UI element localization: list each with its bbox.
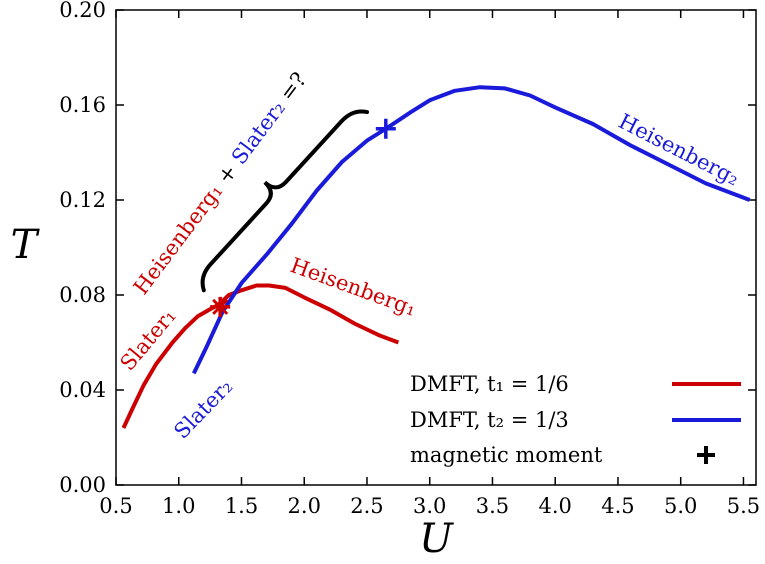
y-tick-label: 0.20 [59,0,106,22]
marker-layer [210,118,396,317]
x-tick-label: 3.5 [476,494,509,518]
y-axis-title: T [11,222,41,268]
x-tick-label: 1.0 [162,494,195,518]
x-tick-label: 2.5 [350,494,383,518]
curly-brace [200,109,369,293]
slater2-label: Slater₂ [169,374,237,443]
legend: DMFT, t₁ = 1/6 DMFT, t₂ = 1/3 magnetic mom… [410,372,741,467]
legend-label-1: DMFT, t₁ = 1/6 [410,372,569,396]
y-tick-label: 0.00 [59,473,106,497]
x-tick-label: 3.0 [413,494,446,518]
heisenberg2-label: Heisenberg₂ [615,109,743,190]
x-tick-label: 5.0 [664,494,697,518]
y-tick-label: 0.16 [59,93,106,117]
series-layer [121,85,751,429]
legend-label-3: magnetic moment [410,443,603,467]
x-tick-label: 4.0 [539,494,572,518]
x-axis: 0.5 1.0 1.5 2.0 2.5 3.0 3.5 4.0 4.5 5.0 5.5 [99,10,760,518]
legend-swatch-plus [697,446,715,464]
x-tick-label: 1.5 [225,494,258,518]
x-tick-label: 2.0 [288,494,321,518]
heisenberg1-label: Heisenberg₁ [287,253,419,321]
magnetic-moment-marker [210,296,231,317]
legend-label-2: DMFT, t₂ = 1/3 [410,408,569,432]
plot-border [115,9,757,486]
y-axis: 0.00 0.04 0.08 0.12 0.16 0.20 [59,0,756,497]
series-line-2 [191,85,751,375]
combo-slater2: Slater₂ [227,96,290,169]
x-tick-label: 0.5 [99,494,132,518]
combo-heisenberg1: Heisenberg₁ [129,179,228,299]
slater1-label: Slater₁ [115,304,180,375]
y-tick-label: 0.04 [59,378,106,402]
x-tick-label: 4.5 [601,494,634,518]
x-axis-title: U [419,516,454,562]
x-tick-label: 5.5 [727,494,760,518]
y-tick-label: 0.12 [59,188,106,212]
magnetic-moment-marker [375,118,396,139]
plot-frame [115,9,757,486]
series-line-1 [121,283,400,429]
y-tick-label: 0.08 [59,283,106,307]
